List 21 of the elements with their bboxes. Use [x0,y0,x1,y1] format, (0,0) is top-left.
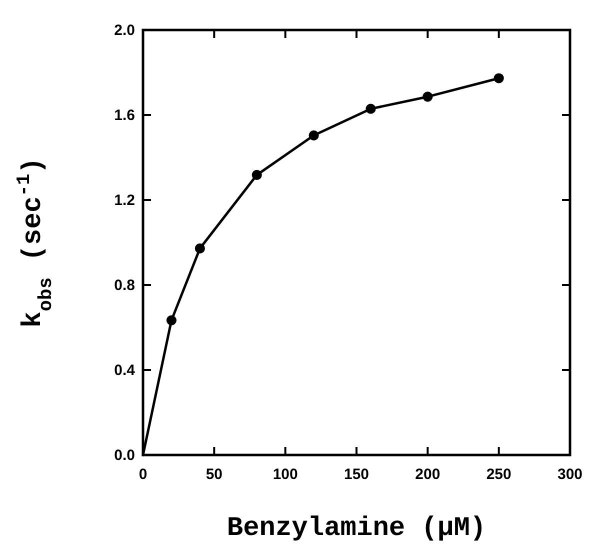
point [194,243,205,254]
point [366,104,376,114]
x-tick-label: 200 [415,466,440,483]
x-axis-title: Benzylamine (μM) [226,514,486,544]
x-tick-label: 150 [344,466,370,483]
x-tick-label: 300 [557,466,583,483]
point [308,130,319,140]
y-tick-label: 0.0 [114,447,135,464]
point [494,73,504,84]
y-tick-label: 2.0 [114,22,135,39]
point [166,315,177,326]
x-tick-label: 100 [272,466,298,483]
point [422,92,433,102]
x-tick-label: 250 [486,466,512,483]
x-tick-label: 50 [206,466,223,483]
y-tick-label: 1.2 [114,192,135,209]
x-tick-label: 0 [138,466,148,483]
y-tick-label: 0.8 [114,277,135,294]
y-tick-label: 0.4 [114,362,136,379]
point [252,170,262,180]
y-tick-label: 1.6 [114,107,135,124]
